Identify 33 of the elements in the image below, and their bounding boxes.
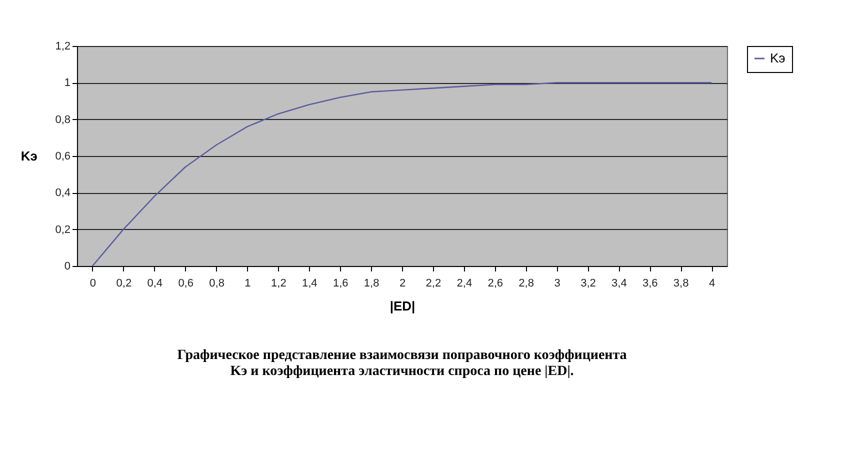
x-tick-label: 1,6 (332, 278, 348, 290)
legend-label: Kэ (770, 50, 786, 66)
y-tick-label: 0,2 (55, 224, 70, 236)
x-tick-label: 0,8 (209, 278, 224, 290)
y-axis-title: Kэ (20, 148, 38, 164)
line-series (92, 82, 712, 267)
x-tick-label: 2,6 (488, 278, 504, 290)
text: Графическое представление взаимосвязи поправочного коэффициента Kэ и коэффициента эластичности спроса по цене |ED|. (177, 348, 627, 379)
x-tick-label: 2,8 (518, 278, 534, 290)
x-tick-label: 3,8 (673, 278, 689, 290)
y-tick-label: 0,6 (55, 150, 70, 162)
x-tick-label: 1 (244, 278, 251, 290)
x-tick-label: 0,6 (178, 278, 194, 290)
y-tick-label: 0 (64, 260, 70, 272)
x-tick-label: 2,4 (456, 278, 472, 290)
x-tick-label: 3,2 (580, 278, 596, 290)
x-tick-label: 2,2 (426, 278, 442, 290)
x-tick-label: 3 (554, 278, 560, 290)
x-tick-label: 0,4 (147, 278, 163, 290)
x-axis-title: |ED| (390, 298, 416, 314)
y-tick-label: 0,8 (55, 114, 70, 126)
y-tick-label: 1 (64, 77, 70, 90)
x-tick-label: 0 (90, 278, 96, 290)
x-tick-label: 1,8 (364, 278, 380, 290)
x-tick-label: 2 (399, 278, 406, 290)
x-tick-label: 3,4 (612, 278, 627, 290)
x-tick-label: 1,2 (271, 278, 286, 290)
x-tick-label: 3,6 (642, 278, 658, 290)
x-tick-label: 4 (708, 278, 716, 290)
y-tick-label: 1,2 (55, 40, 70, 52)
y-tick-label: 0,4 (55, 187, 70, 200)
x-tick-label: 0,2 (116, 278, 132, 290)
x-tick-label: 1,4 (302, 278, 318, 290)
